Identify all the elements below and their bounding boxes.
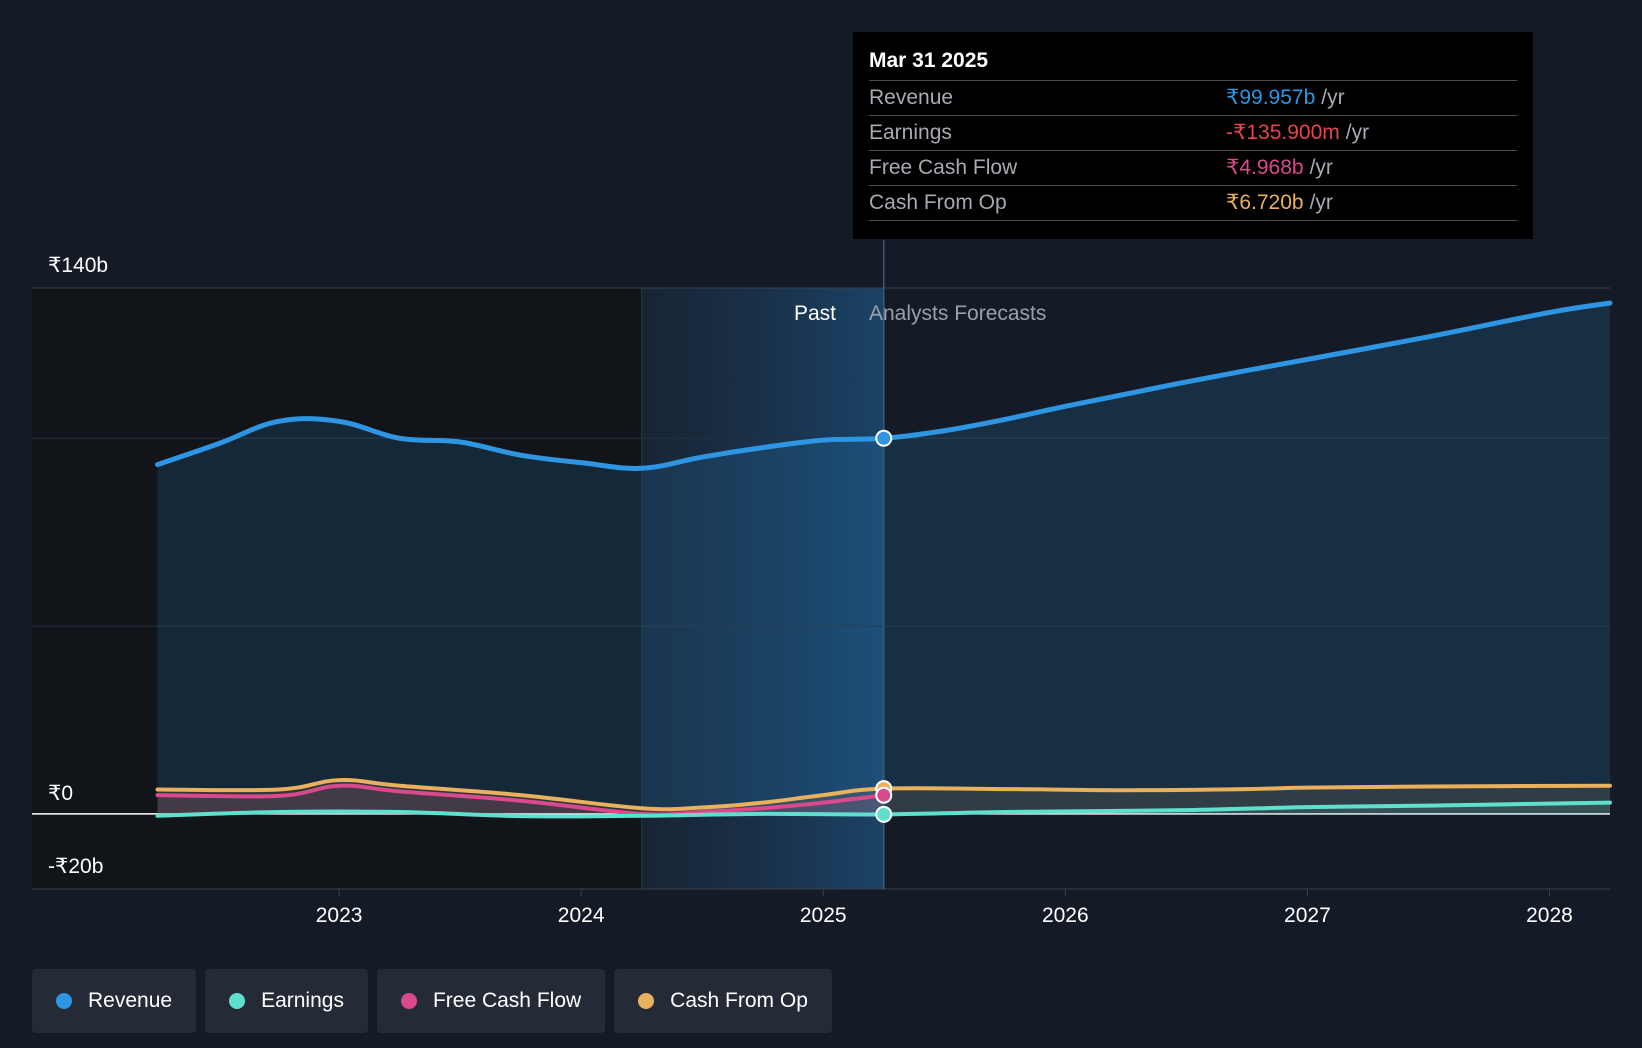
x-tick-label: 2027 bbox=[1284, 904, 1331, 927]
legend-item-revenue[interactable]: Revenue bbox=[32, 969, 197, 1033]
tooltip-row-cash-from-op: Cash From Op ₹6.720b /yr bbox=[869, 185, 1517, 221]
legend-dot-icon bbox=[400, 993, 417, 1009]
free-cash-flow-marker bbox=[875, 786, 893, 804]
gridlines bbox=[32, 287, 1610, 890]
x-tick-label: 2025 bbox=[800, 904, 847, 927]
past-region-background bbox=[32, 288, 642, 889]
x-tick-label: 2024 bbox=[558, 904, 605, 927]
earnings-area bbox=[157, 802, 1610, 817]
legend-item-free-cash-flow[interactable]: Free Cash Flow bbox=[376, 969, 606, 1033]
tooltip-unit: /yr bbox=[1345, 121, 1370, 144]
tooltip-label: Free Cash Flow bbox=[869, 156, 1018, 179]
x-axis-labels: 2023 2024 2025 2026 2027 2028 bbox=[316, 889, 1573, 927]
cash-from-op-line bbox=[155, 778, 1612, 812]
revenue-marker bbox=[875, 429, 893, 447]
y-tick-label: ₹140b bbox=[48, 254, 108, 277]
tooltip-value: ₹99.957b bbox=[1226, 86, 1316, 109]
earnings-marker bbox=[875, 805, 893, 823]
tooltip: Mar 31 2025 Revenue ₹99.957b /yr Earning… bbox=[853, 32, 1533, 239]
tooltip-value: ₹6.720b bbox=[1226, 191, 1304, 214]
legend-label: Revenue bbox=[88, 989, 173, 1012]
series-lines bbox=[155, 300, 1613, 819]
revenue-line bbox=[155, 300, 1613, 471]
tooltip-row-revenue: Revenue ₹99.957b /yr bbox=[869, 80, 1517, 115]
y-axis-labels: ₹140b ₹0 -₹20b bbox=[48, 254, 108, 878]
legend-item-earnings[interactable]: Earnings bbox=[205, 969, 368, 1033]
x-tick-label: 2026 bbox=[1042, 904, 1089, 927]
recent-past-highlight bbox=[641, 288, 884, 889]
tooltip-value: -₹135.900m bbox=[1226, 121, 1340, 144]
tooltip-label: Revenue bbox=[869, 86, 954, 109]
y-tick-label: ₹0 bbox=[48, 782, 73, 805]
tooltip-row-earnings: Earnings -₹135.900m /yr bbox=[869, 115, 1517, 150]
earnings-line bbox=[155, 800, 1612, 819]
tooltip-row-free-cash-flow: Free Cash Flow ₹4.968b /yr bbox=[869, 150, 1517, 185]
legend-label: Free Cash Flow bbox=[432, 989, 582, 1012]
tooltip-value: ₹4.968b bbox=[1226, 156, 1304, 179]
legend-item-cash-from-op[interactable]: Cash From Op bbox=[614, 969, 832, 1033]
x-tick-label: 2023 bbox=[316, 904, 363, 927]
free-cash-flow-area bbox=[157, 785, 884, 815]
tooltip-unit: /yr bbox=[1309, 191, 1333, 214]
y-tick-label: -₹20b bbox=[48, 855, 103, 878]
legend-dot-icon bbox=[638, 993, 655, 1009]
tooltip-label: Earnings bbox=[869, 121, 952, 144]
legend: Revenue Earnings Free Cash Flow Cash Fro… bbox=[32, 969, 832, 1033]
forecast-label: Analysts Forecasts bbox=[869, 302, 1046, 325]
tooltip-date: Mar 31 2025 bbox=[869, 49, 989, 72]
tooltip-label: Cash From Op bbox=[869, 191, 1007, 214]
legend-dot-icon bbox=[56, 993, 72, 1009]
legend-dot-icon bbox=[229, 993, 246, 1009]
tooltip-unit: /yr bbox=[1309, 156, 1333, 179]
tooltip-unit: /yr bbox=[1321, 86, 1345, 109]
legend-label: Cash From Op bbox=[670, 989, 808, 1012]
free-cash-flow-line bbox=[155, 783, 886, 817]
past-label: Past bbox=[794, 302, 836, 325]
legend-label: Earnings bbox=[261, 989, 344, 1012]
series-markers bbox=[875, 429, 893, 823]
x-tick-label: 2028 bbox=[1526, 904, 1573, 927]
